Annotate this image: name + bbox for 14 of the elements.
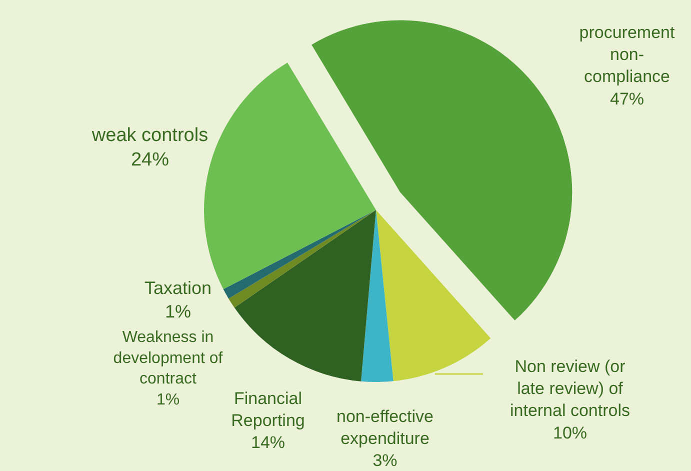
slice-label: Financial Reporting xyxy=(231,389,305,430)
slice-label: non-effective expenditure xyxy=(336,407,434,448)
slice-label: weak controls xyxy=(90,125,208,146)
data-label: 3% xyxy=(372,451,398,470)
slice-label: Weakness in development of contract xyxy=(113,329,224,388)
data-label: 47% xyxy=(610,89,644,108)
data-label: 14% xyxy=(250,433,286,452)
data-label: 10% xyxy=(552,423,588,442)
data-label: 1% xyxy=(164,301,192,322)
legend-label: Non review (or late review) of internal controls xyxy=(510,357,630,420)
data-label: 1% xyxy=(156,391,180,408)
slice-label: Taxation xyxy=(144,278,212,298)
data-label: 24% xyxy=(130,150,170,171)
slice-label: procurement non-compliance xyxy=(579,23,675,86)
